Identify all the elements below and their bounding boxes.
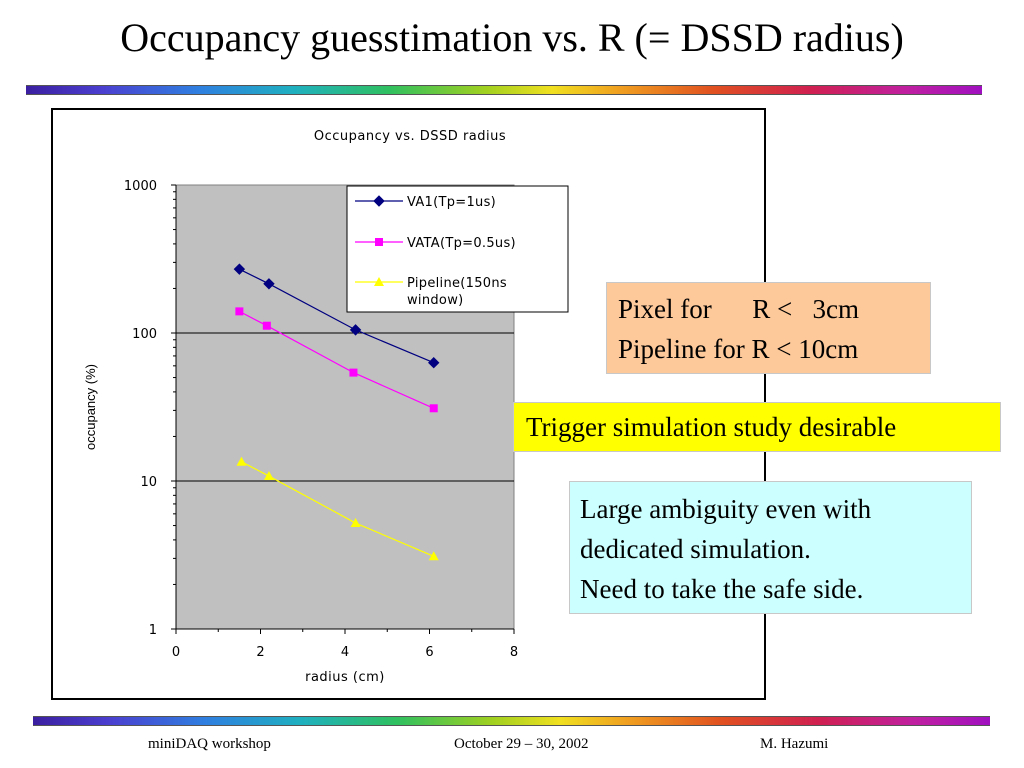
- y-tick-label: 1000: [124, 179, 157, 194]
- y-tick-label: 100: [132, 327, 157, 342]
- x-tick-label: 6: [425, 645, 433, 660]
- legend-label-3: Pipeline(150ns: [407, 276, 507, 291]
- occupancy-chart: Occupancy vs. DSSD radius 1 10 100 1000 0 2 4 6 8…: [83, 129, 569, 685]
- data-point-series-1: [349, 324, 362, 336]
- legend-label-2: VATA(Tp=0.5us): [407, 236, 516, 251]
- x-tick-label: 4: [341, 645, 349, 660]
- footer-event: miniDAQ workshop: [148, 736, 271, 752]
- data-point-series-3: [263, 471, 274, 481]
- ambiguity-line-1: Large ambiguity even with: [580, 494, 872, 524]
- data-point-series-2: [429, 404, 438, 413]
- data-point-series-3: [350, 518, 361, 528]
- data-point-series-1: [428, 356, 440, 369]
- data-point-series-1: [233, 263, 246, 275]
- footer-date: October 29 – 30, 2002: [454, 736, 589, 752]
- x-tick-label: 8: [510, 645, 518, 660]
- data-point-series-1: [263, 278, 275, 290]
- chart-legend: [346, 185, 569, 313]
- legend-label-1: VA1(Tp=1us): [407, 195, 496, 210]
- trigger-simulation-callout: Trigger simulation study desirable: [513, 402, 1001, 452]
- data-point-series-2: [349, 368, 358, 377]
- data-point-series-3: [428, 551, 439, 561]
- data-point-series-3: [236, 456, 247, 466]
- x-tick-label: 0: [172, 645, 180, 660]
- legend-marker-3: [374, 277, 384, 286]
- ambiguity-callout: Large ambiguity even with dedicated simu…: [569, 481, 972, 614]
- pipeline-radius-text: Pipeline for R < 10cm: [618, 334, 859, 364]
- pixel-radius-text: Pixel for R < 3cm: [618, 294, 859, 324]
- legend-label-3: window): [407, 293, 464, 308]
- series-line-3: [241, 461, 434, 557]
- pixel-pipeline-callout: Pixel for R < 3cm Pipeline for R < 10cm: [606, 282, 931, 374]
- chart-title: Occupancy vs. DSSD radius: [314, 129, 506, 144]
- series-line-2: [239, 310, 434, 409]
- y-axis-title: occupancy (%): [83, 364, 98, 450]
- data-point-series-2: [235, 307, 244, 316]
- y-tick-label: 10: [140, 475, 157, 490]
- legend-marker-1: [373, 195, 385, 207]
- x-tick-label: 2: [256, 645, 264, 660]
- ambiguity-line-2: dedicated simulation.: [580, 534, 811, 564]
- footer-author: M. Hazumi: [760, 736, 829, 752]
- ambiguity-line-3: Need to take the safe side.: [580, 574, 864, 604]
- x-axis-title: radius (cm): [305, 670, 385, 685]
- footer-divider-bar: [33, 716, 990, 726]
- slide-title: Occupancy guesstimation vs. R (= DSSD ra…: [120, 15, 904, 60]
- series-line-1: [239, 268, 434, 364]
- data-point-series-2: [262, 321, 271, 330]
- title-divider-bar: [26, 85, 982, 95]
- y-tick-label: 1: [149, 623, 157, 638]
- legend-marker-2: [375, 238, 383, 246]
